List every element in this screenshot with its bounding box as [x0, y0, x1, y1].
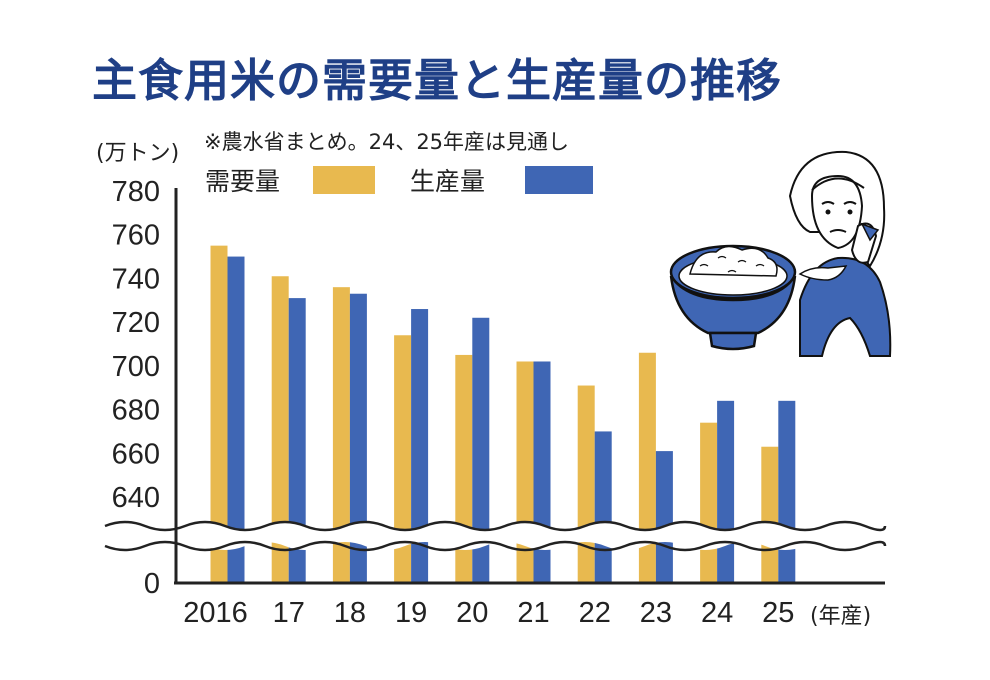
legend-label-production: 生産量 [410, 167, 485, 196]
y-tick-label: 680 [112, 395, 160, 427]
legend-label-demand: 需要量 [205, 167, 280, 196]
x-tick-label: 24 [701, 597, 733, 629]
x-unit-label: (年産) [810, 604, 871, 629]
x-tick-label: 21 [517, 597, 549, 629]
axis-break-line-top [104, 520, 887, 532]
y-tick-label: 660 [112, 438, 160, 470]
bar-production-25 [778, 400, 796, 583]
legend-swatch-production [525, 166, 593, 194]
y-tick-label: 760 [112, 220, 160, 252]
legend: 需要量 生産量 [205, 166, 593, 196]
x-tick-label: 22 [579, 597, 611, 629]
x-tick-label: 20 [456, 597, 488, 629]
bar-production-18 [349, 293, 367, 583]
bar-demand-23 [638, 352, 656, 583]
x-tick-label: 19 [395, 597, 427, 629]
x-tick-label: 25 [762, 597, 794, 629]
y-tick-label: 740 [112, 263, 160, 295]
x-axis-ticks: 2016 17 18 19 20 21 22 23 24 25 [183, 597, 794, 629]
y-tick-label: 780 [112, 176, 160, 208]
bar-production-17 [288, 298, 306, 583]
bar-demand-2016 [210, 245, 228, 583]
chart-title: 主食用米の需要量と生産量の推移 [92, 54, 783, 107]
bar-production-2016 [227, 256, 245, 583]
axis-break [104, 520, 887, 552]
y-unit-label: (万トン) [96, 141, 179, 166]
bar-demand-19 [394, 335, 412, 583]
bar-production-24 [717, 400, 735, 583]
worried-woman-illustration [788, 150, 892, 357]
bar-production-22 [594, 431, 612, 583]
x-tick-label: 17 [273, 597, 305, 629]
bar-demand-25 [761, 446, 779, 583]
bar-demand-24 [700, 422, 718, 583]
rice-bowl-icon [669, 244, 797, 351]
y-tick-label: 700 [112, 351, 160, 383]
legend-swatch-demand [313, 166, 375, 194]
x-tick-label: 2016 [183, 597, 248, 629]
y-tick-label: 640 [112, 482, 160, 514]
y-tick-label: 0 [144, 568, 160, 600]
bar-production-20 [472, 317, 490, 583]
bars [210, 245, 796, 583]
x-tick-label: 23 [640, 597, 672, 629]
bar-production-19 [411, 309, 429, 583]
bar-demand-18 [332, 287, 350, 583]
bar-demand-22 [577, 385, 595, 583]
bar-demand-17 [271, 276, 289, 583]
bar-production-23 [655, 451, 673, 583]
y-axis-ticks: 780 760 740 720 700 680 660 640 0 [112, 176, 160, 600]
source-note: ※農水省まとめ。24、25年産は見通し [204, 130, 570, 154]
axis-break-line-bottom [104, 540, 887, 552]
y-tick-label: 720 [112, 307, 160, 339]
x-tick-label: 18 [334, 597, 366, 629]
